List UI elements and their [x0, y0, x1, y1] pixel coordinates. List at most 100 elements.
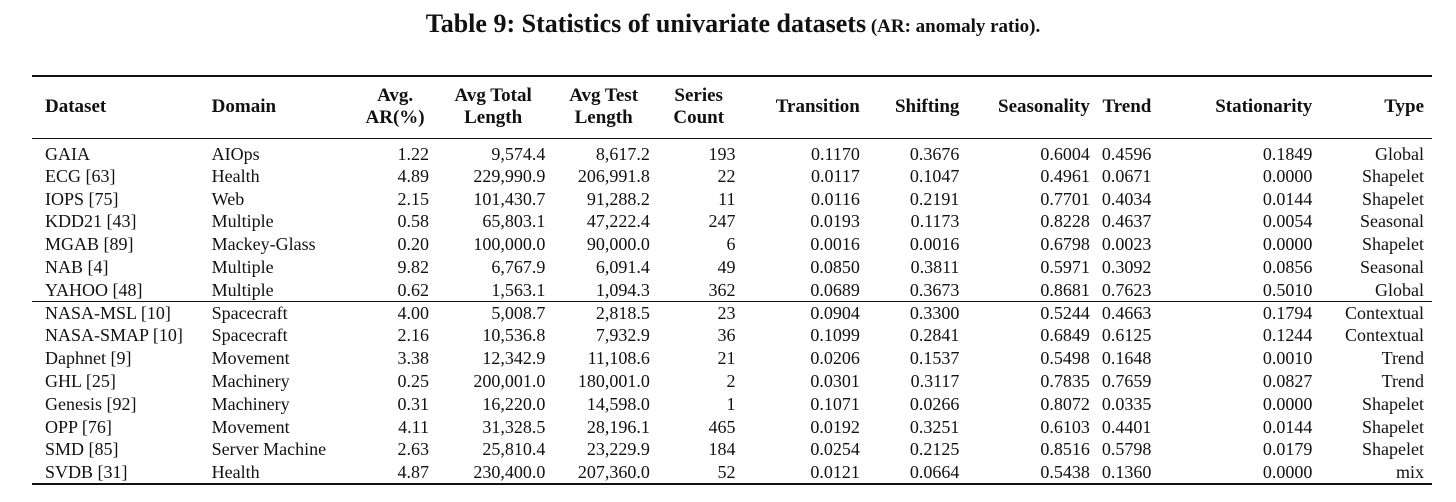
table-row: SMD [85] Server Machine 2.63 25,810.4 23,229…	[32, 438, 1432, 461]
cell-avg-total-length: 10,536.8	[482, 325, 546, 346]
cell-series-count: 22	[717, 165, 736, 186]
cell-avg-test-length: 8,617.2	[595, 143, 650, 164]
cell-avg-ar: 4.87	[397, 461, 430, 482]
cell-stationarity: 0.0179	[1262, 439, 1313, 460]
table-caption: Table 9: Statistics of univariate datase…	[0, 8, 1456, 43]
cell-type: Shapelet	[1362, 416, 1424, 437]
cell-avg-total-length: 200,001.0	[473, 371, 546, 392]
cell-avg-test-length: 28,196.1	[586, 416, 650, 437]
table-row: SVDB [31] Health 4.87 230,400.0 207,360.0 52 0…	[32, 461, 1432, 484]
cell-seasonality: 0.5244	[1040, 302, 1090, 323]
cell-domain: Multiple	[211, 211, 274, 232]
cell-dataset: SMD [85]	[45, 439, 119, 460]
header-dataset: Dataset	[45, 96, 107, 118]
cell-transition: 0.0689	[810, 279, 860, 300]
cell-trend: 0.0335	[1101, 393, 1152, 414]
cell-avg-test-length: 180,001.0	[577, 371, 650, 392]
cell-series-count: 465	[708, 416, 736, 437]
header-transition: Transition	[775, 96, 860, 118]
cell-trend: 0.4401	[1101, 416, 1152, 437]
cell-avg-total-length: 16,220.0	[482, 393, 546, 414]
cell-seasonality: 0.8681	[1040, 279, 1090, 300]
cell-avg-test-length: 14,598.0	[586, 393, 650, 414]
cell-series-count: 36	[717, 325, 736, 346]
cell-avg-test-length: 90,000.0	[586, 234, 650, 255]
cell-seasonality: 0.7835	[1040, 371, 1090, 392]
cell-domain: Spacecraft	[211, 302, 288, 323]
cell-stationarity: 0.0000	[1262, 165, 1313, 186]
cell-dataset: SVDB [31]	[45, 461, 128, 482]
cell-shifting: 0.2841	[909, 325, 960, 346]
cell-domain: Server Machine	[211, 439, 327, 460]
cell-transition: 0.1099	[810, 325, 860, 346]
cell-avg-ar: 0.58	[397, 211, 430, 232]
cell-avg-ar: 2.63	[397, 439, 430, 460]
cell-trend: 0.0671	[1101, 165, 1152, 186]
cell-series-count: 21	[717, 348, 736, 369]
cell-series-count: 1	[726, 393, 736, 414]
cell-series-count: 2	[726, 371, 736, 392]
cell-avg-ar: 2.16	[397, 325, 430, 346]
cell-seasonality: 0.5498	[1040, 348, 1090, 369]
cell-avg-total-length: 65,803.1	[482, 211, 546, 232]
cell-stationarity: 0.1794	[1262, 302, 1313, 323]
cell-transition: 0.0016	[810, 234, 860, 255]
cell-domain: Multiple	[211, 279, 274, 300]
cell-trend: 0.4637	[1101, 211, 1152, 232]
cell-type: mix	[1395, 461, 1424, 482]
cell-type: Trend	[1381, 348, 1424, 369]
cell-shifting: 0.3811	[910, 257, 960, 278]
cell-trend: 0.6125	[1101, 325, 1152, 346]
cell-trend: 0.4596	[1101, 143, 1152, 164]
cell-series-count: 11	[718, 188, 736, 209]
table-header: Dataset Domain Avg. AR(%) Avg Total Length…	[32, 76, 1432, 138]
cell-shifting: 0.1047	[909, 165, 960, 186]
header-avg-test-length: Avg Test Length	[551, 76, 656, 138]
cell-type: Global	[1375, 279, 1424, 300]
cell-series-count: 49	[717, 257, 736, 278]
cell-trend: 0.1360	[1101, 461, 1152, 482]
cell-stationarity: 0.5010	[1262, 279, 1313, 300]
table-row: NASA-MSL [10] Spacecraft 4.00 5,008.7 2,818.…	[32, 301, 1432, 324]
cell-dataset: NASA-MSL [10]	[45, 302, 171, 323]
table-row: NASA-SMAP [10] Spacecraft 2.16 10,536.8 7,93…	[32, 324, 1432, 347]
caption-title: Table 9: Statistics of univariate datase…	[425, 9, 867, 38]
cell-transition: 0.0116	[811, 188, 860, 209]
cell-shifting: 0.0016	[909, 234, 960, 255]
cell-stationarity: 0.1244	[1262, 325, 1313, 346]
table-row: Daphnet [9] Movement 3.38 12,342.9 11,108.6 2…	[32, 347, 1432, 370]
cell-dataset: YAHOO [48]	[45, 279, 143, 300]
cell-seasonality: 0.4961	[1040, 165, 1090, 186]
cell-seasonality: 0.6103	[1040, 416, 1090, 437]
cell-shifting: 0.3676	[909, 143, 960, 164]
cell-seasonality: 0.7701	[1040, 188, 1090, 209]
cell-avg-test-length: 11,108.6	[587, 348, 650, 369]
cell-avg-total-length: 5,008.7	[491, 302, 546, 323]
cell-stationarity: 0.0856	[1262, 257, 1313, 278]
cell-avg-total-length: 100,000.0	[473, 234, 546, 255]
cell-dataset: ECG [63]	[45, 165, 116, 186]
cell-series-count: 52	[717, 461, 736, 482]
cell-dataset: KDD21 [43]	[45, 211, 137, 232]
cell-type: Shapelet	[1362, 234, 1424, 255]
header-avg-ar-line2: AR(%)	[365, 107, 425, 129]
cell-trend: 0.4034	[1101, 188, 1152, 209]
cell-avg-test-length: 7,932.9	[595, 325, 650, 346]
cell-domain: Movement	[211, 348, 290, 369]
cell-avg-total-length: 25,810.4	[482, 439, 546, 460]
cell-domain: Machinery	[211, 371, 290, 392]
cell-shifting: 0.2125	[909, 439, 960, 460]
header-shifting: Shifting	[894, 96, 960, 118]
caption-note: (AR: anomaly ratio).	[866, 16, 1041, 37]
cell-avg-test-length: 1,094.3	[595, 279, 650, 300]
cell-dataset: GAIA	[45, 143, 90, 164]
cell-seasonality: 0.8228	[1040, 211, 1090, 232]
table-row: MGAB [89] Mackey-Glass 0.20 100,000.0 90,000…	[32, 233, 1432, 256]
cell-shifting: 0.3251	[909, 416, 960, 437]
cell-transition: 0.0192	[810, 416, 860, 437]
cell-avg-test-length: 206,991.8	[577, 165, 650, 186]
cell-domain: Spacecraft	[211, 325, 288, 346]
cell-avg-ar: 0.31	[397, 393, 430, 414]
cell-seasonality: 0.8072	[1040, 393, 1090, 414]
cell-trend: 0.7659	[1101, 371, 1152, 392]
